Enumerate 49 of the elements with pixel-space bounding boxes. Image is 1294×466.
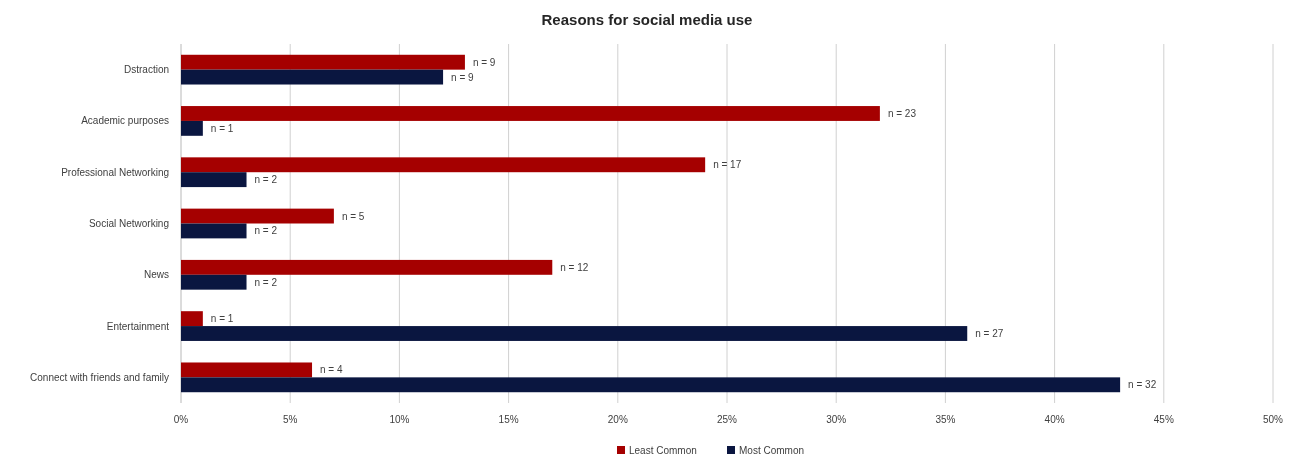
y-tick-label: Dstraction	[123, 64, 169, 76]
x-tick-label: 50%	[1262, 414, 1284, 425]
annotation: n = 17	[713, 159, 742, 171]
annotation: n = 4	[320, 364, 343, 376]
bar	[181, 172, 247, 188]
y-tick-label: Professional Networking	[61, 166, 169, 178]
bar	[181, 120, 203, 136]
bar	[181, 106, 880, 121]
x-tick-label: 15%	[498, 414, 519, 425]
annotation: n = 2	[254, 276, 278, 288]
x-tick-label: 20%	[607, 414, 628, 425]
y-tick-label: Entertainment	[106, 320, 170, 332]
bar	[181, 274, 247, 290]
annotation: n = 9	[472, 56, 496, 68]
annotation: n = 1	[210, 313, 234, 325]
annotation: n = 23	[887, 107, 917, 119]
bar	[181, 377, 1121, 393]
bar	[181, 223, 247, 239]
bar	[181, 311, 203, 327]
x-tick-label: 30%	[826, 414, 847, 425]
x-tick-label: 35%	[935, 414, 956, 425]
y-tick-label: Social Networking	[88, 218, 169, 229]
x-tick-label: 45%	[1153, 414, 1174, 425]
annotation: n = 32	[1128, 379, 1157, 391]
chart-title: Reasons for social media use	[541, 11, 753, 28]
y-tick-label: Academic purposes	[81, 115, 169, 127]
x-tick-label: 25%	[716, 414, 738, 425]
annotation: n = 5	[341, 210, 365, 222]
y-tick-label: Connect with friends and family	[30, 371, 169, 383]
x-tick-label: 40%	[1044, 414, 1065, 425]
annotation: n = 9	[451, 71, 475, 83]
legend-label: Most Common	[739, 445, 805, 456]
annotation: n = 2	[254, 174, 278, 186]
bar	[181, 157, 706, 173]
x-tick-label: 10%	[389, 414, 410, 425]
annotation: n = 1	[210, 122, 234, 134]
y-tick-label: News	[143, 269, 169, 281]
annotation: n = 12	[560, 261, 589, 273]
bar	[181, 259, 553, 275]
x-tick-label: 0%	[173, 414, 189, 425]
legend-label: Least Common	[629, 445, 697, 456]
bar	[181, 69, 444, 85]
bar	[181, 362, 313, 378]
bar	[181, 326, 968, 341]
annotation: n = 27	[975, 328, 1004, 340]
bar	[181, 54, 465, 70]
bar	[181, 208, 334, 224]
x-tick-label: 5%	[282, 414, 298, 425]
annotation: n = 2	[254, 225, 278, 237]
